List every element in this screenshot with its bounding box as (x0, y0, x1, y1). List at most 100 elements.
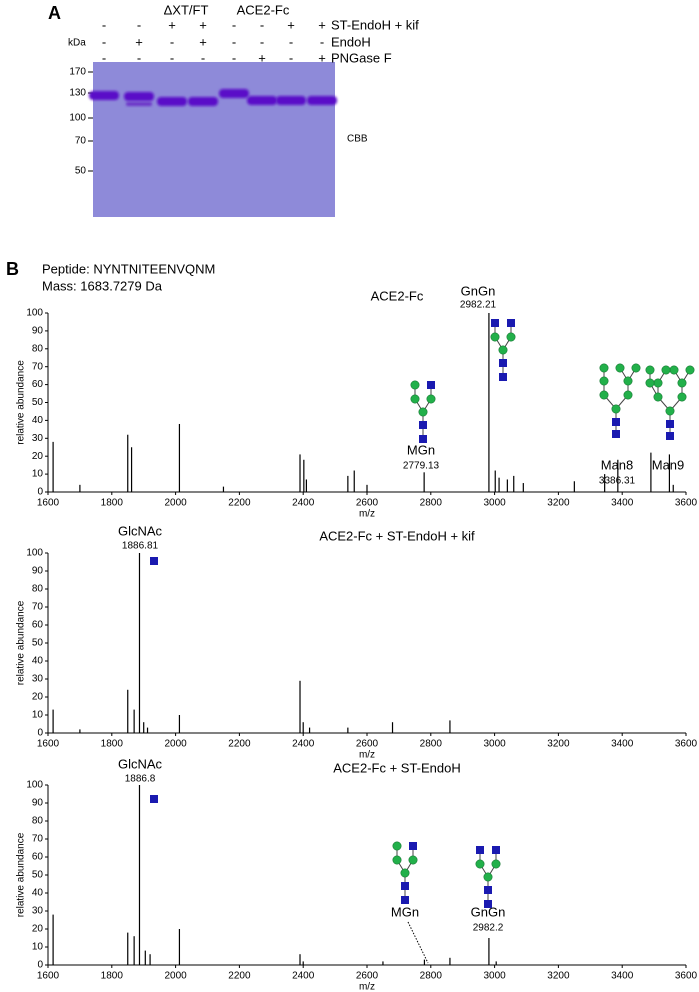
sign: + (199, 34, 207, 49)
x-tick-label: 3400 (611, 971, 634, 982)
y-tick-label: 30 (32, 433, 44, 444)
glcnac (612, 418, 620, 426)
sign: - (170, 50, 174, 65)
mannose (498, 345, 508, 355)
sign: - (102, 17, 106, 32)
y-tick-label: 10 (32, 469, 44, 480)
glcnac (419, 435, 427, 443)
x-tick-label: 3400 (611, 739, 634, 750)
annotation-label: Man9 (652, 457, 685, 472)
x-tick-label: 2800 (420, 739, 443, 750)
mannose (490, 332, 500, 342)
sign: - (289, 34, 293, 49)
chart-title: ACE2-Fc (371, 288, 424, 303)
y-tick-label: 90 (32, 566, 44, 577)
x-tick-label: 2800 (420, 498, 443, 509)
y-tick-label: 0 (37, 487, 43, 498)
glcnac (491, 319, 499, 327)
x-tick-label: 2600 (356, 498, 379, 509)
marker-label: 70 (75, 136, 87, 147)
mannose (623, 390, 633, 400)
y-tick-label: 100 (26, 548, 43, 559)
y-tick-label: 0 (37, 728, 43, 739)
y-tick-label: 80 (32, 816, 44, 827)
x-axis-label: m/z (359, 750, 375, 761)
y-tick-label: 50 (32, 397, 44, 408)
sign: + (135, 34, 143, 49)
mannose (483, 872, 493, 882)
marker-label: 170 (69, 67, 86, 78)
y-tick-label: 60 (32, 379, 44, 390)
annotation-value: 2779.13 (403, 461, 440, 472)
y-tick-label: 80 (32, 584, 44, 595)
x-tick-label: 2200 (228, 498, 251, 509)
y-tick-label: 20 (32, 451, 44, 462)
sign: + (258, 50, 266, 65)
x-tick-label: 3200 (547, 498, 570, 509)
glcnac (666, 420, 674, 428)
x-tick-label: 2000 (164, 498, 187, 509)
sign: - (232, 34, 236, 49)
x-tick-label: 2400 (292, 739, 315, 750)
glcnac (401, 896, 409, 904)
glcnac (409, 842, 417, 850)
mannose (645, 365, 655, 375)
x-tick-label: 2200 (228, 739, 251, 750)
y-tick-label: 90 (32, 798, 44, 809)
sign: - (137, 17, 141, 32)
x-tick-label: 2600 (356, 971, 379, 982)
mannose (623, 376, 633, 386)
gel (93, 62, 335, 217)
sign: - (260, 17, 264, 32)
stain-label: CBB (347, 134, 368, 145)
mannose (669, 365, 679, 375)
sign: - (102, 34, 106, 49)
mannose (408, 855, 418, 865)
mannose (685, 365, 695, 375)
treatment-label: EndoH (331, 34, 371, 49)
mannose (653, 392, 663, 402)
glcnac (492, 846, 500, 854)
annotation-label: GlcNAc (118, 523, 163, 538)
mannose (392, 841, 402, 851)
unit-label: kDa (68, 38, 86, 49)
y-tick-label: 60 (32, 620, 44, 631)
annotation-value: 1886.8 (125, 774, 156, 785)
y-tick-label: 30 (32, 906, 44, 917)
mannose (475, 859, 485, 869)
mannose (615, 363, 625, 373)
band (188, 97, 218, 106)
mannose (418, 407, 428, 417)
y-tick-label: 70 (32, 361, 44, 372)
y-tick-label: 100 (26, 780, 43, 791)
y-tick-label: 70 (32, 834, 44, 845)
panel-letter: A (48, 3, 61, 23)
y-tick-label: 80 (32, 343, 44, 354)
sign: + (287, 17, 295, 32)
y-tick-label: 100 (26, 308, 43, 319)
sign: - (232, 50, 236, 65)
mannose (631, 363, 641, 373)
x-tick-label: 2600 (356, 739, 379, 750)
band (126, 102, 152, 106)
chart-title: ACE2-Fc + ST-EndoH + kif (319, 528, 475, 543)
band (157, 97, 187, 106)
y-tick-label: 40 (32, 888, 44, 899)
x-tick-label: 3600 (675, 498, 698, 509)
mannose (599, 363, 609, 373)
marker-label: 50 (75, 166, 87, 177)
mannose (392, 855, 402, 865)
marker-label: 130 (69, 88, 86, 99)
y-tick-label: 30 (32, 674, 44, 685)
y-tick-label: 60 (32, 852, 44, 863)
x-tick-label: 1800 (101, 498, 124, 509)
peptide: Peptide: NYNTNITEENVQNM (42, 261, 215, 276)
mannose (611, 404, 621, 414)
y-tick-label: 20 (32, 924, 44, 935)
glcnac (666, 432, 674, 440)
x-tick-label: 2200 (228, 971, 251, 982)
x-tick-label: 2400 (292, 971, 315, 982)
x-tick-label: 3600 (675, 971, 698, 982)
x-tick-label: 3600 (675, 739, 698, 750)
x-axis-label: m/z (359, 982, 375, 992)
